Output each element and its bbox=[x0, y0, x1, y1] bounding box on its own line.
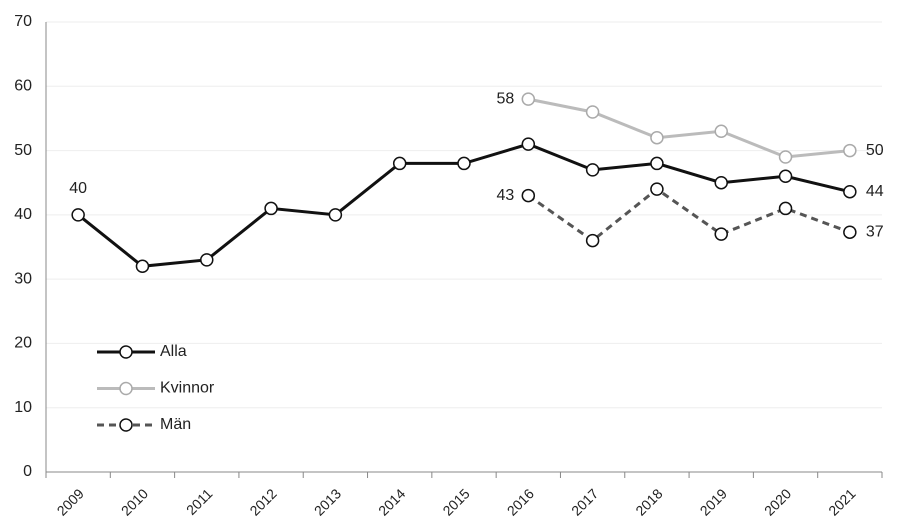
y-tick-label: 0 bbox=[23, 463, 32, 480]
point bbox=[264, 201, 278, 216]
x-tick-label: 2016 bbox=[504, 485, 537, 518]
point bbox=[843, 143, 857, 158]
point bbox=[521, 188, 536, 203]
point bbox=[778, 169, 793, 184]
x-tick-label: 2018 bbox=[632, 485, 665, 518]
point bbox=[650, 182, 664, 196]
legend-label: Alla bbox=[160, 343, 187, 360]
y-tick-label: 10 bbox=[14, 399, 32, 416]
point bbox=[778, 150, 793, 164]
legend-marker bbox=[119, 381, 133, 396]
series-line bbox=[528, 97, 850, 159]
x-tick-label: 2014 bbox=[375, 485, 408, 518]
x-tick-label: 2020 bbox=[761, 485, 794, 518]
y-tick-label: 60 bbox=[14, 78, 32, 95]
y-tick-label: 30 bbox=[14, 270, 32, 287]
point bbox=[521, 137, 536, 151]
point bbox=[585, 233, 600, 248]
x-tick-label: 2013 bbox=[311, 485, 344, 518]
y-tick-label: 40 bbox=[14, 206, 32, 223]
x-tick-label: 2010 bbox=[118, 485, 151, 518]
point bbox=[778, 201, 793, 216]
x-tick-label: 2019 bbox=[697, 485, 730, 518]
x-tick-label: 2012 bbox=[246, 485, 279, 518]
data-label: 44 bbox=[866, 183, 884, 200]
point bbox=[714, 124, 728, 139]
data-label: 37 bbox=[866, 223, 884, 240]
x-tick-label: 2017 bbox=[568, 485, 601, 518]
point bbox=[200, 253, 214, 267]
point bbox=[71, 208, 85, 222]
point bbox=[135, 259, 150, 274]
point bbox=[392, 156, 407, 171]
point bbox=[714, 175, 728, 190]
y-tick-label: 20 bbox=[14, 335, 32, 352]
x-tick-label: 2011 bbox=[183, 485, 216, 518]
y-tick-label: 50 bbox=[14, 142, 32, 159]
x-tick-label: 2021 bbox=[825, 485, 858, 518]
data-label: 40 bbox=[69, 180, 87, 197]
point bbox=[521, 92, 536, 106]
x-tick-label: 2009 bbox=[54, 485, 87, 518]
point bbox=[328, 208, 343, 222]
data-label: 50 bbox=[866, 142, 884, 159]
legend-label: Kvinnor bbox=[160, 380, 215, 397]
x-tick-label: 2015 bbox=[439, 485, 472, 518]
legend-marker bbox=[119, 418, 133, 432]
data-label: 58 bbox=[497, 90, 515, 107]
point bbox=[457, 156, 471, 171]
point bbox=[843, 184, 857, 199]
point bbox=[585, 105, 600, 119]
point bbox=[650, 156, 664, 171]
point bbox=[585, 163, 600, 177]
point bbox=[843, 225, 857, 239]
data-label: 43 bbox=[497, 187, 515, 204]
legend-label: Män bbox=[160, 416, 191, 433]
legend-marker bbox=[119, 345, 133, 359]
point bbox=[650, 130, 664, 145]
series-line bbox=[527, 187, 851, 243]
point bbox=[714, 227, 728, 241]
y-tick-label: 70 bbox=[14, 13, 32, 30]
